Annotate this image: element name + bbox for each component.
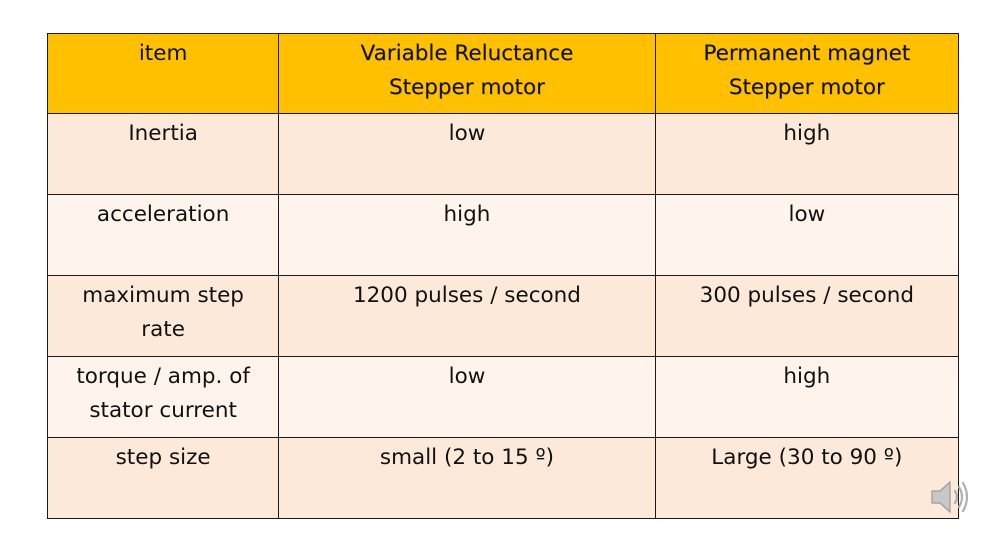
variable-reluctance-cell: high	[278, 194, 656, 276]
variable-reluctance-cell: 1200 pulses / second	[278, 275, 656, 357]
table-row: Inertia low high	[46, 113, 960, 195]
header-cell-variable-reluctance: Variable Reluctance Stepper motor	[278, 33, 656, 114]
row-label-cell: acceleration	[46, 194, 280, 276]
header-cell-permanent-magnet: Permanent magnet Stepper motor	[654, 33, 960, 114]
permanent-magnet-cell: Large (30 to 90 º)	[654, 437, 960, 519]
row-label-cell: Inertia	[46, 113, 280, 195]
row-label-cell: maximum step rate	[46, 275, 280, 357]
table-row: step size small (2 to 15 º) Large (30 to…	[46, 437, 960, 519]
row-label-cell: step size	[46, 437, 280, 519]
table-row: acceleration high low	[46, 194, 960, 276]
permanent-magnet-cell: high	[654, 356, 960, 438]
permanent-magnet-cell: 300 pulses / second	[654, 275, 960, 357]
table-row: maximum step rate 1200 pulses / second 30…	[46, 275, 960, 357]
speaker-icon[interactable]	[926, 473, 974, 521]
table-row: torque / amp. of stator current low high	[46, 356, 960, 438]
variable-reluctance-cell: low	[278, 113, 656, 195]
comparison-table: item Variable Reluctance Stepper motor Pe…	[46, 33, 960, 519]
permanent-magnet-cell: high	[654, 113, 960, 195]
row-label-cell: torque / amp. of stator current	[46, 356, 280, 438]
variable-reluctance-cell: low	[278, 356, 656, 438]
header-cell-item: item	[46, 33, 280, 114]
variable-reluctance-cell: small (2 to 15 º)	[278, 437, 656, 519]
table-header-row: item Variable Reluctance Stepper motor Pe…	[46, 33, 960, 114]
permanent-magnet-cell: low	[654, 194, 960, 276]
